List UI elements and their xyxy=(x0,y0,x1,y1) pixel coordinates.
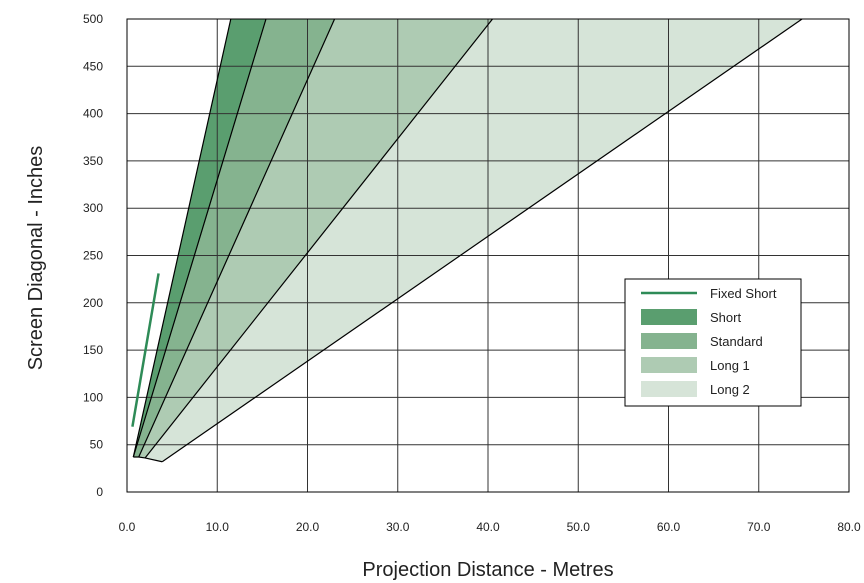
x-tick-label: 40.0 xyxy=(476,520,500,534)
x-tick-label: 20.0 xyxy=(296,520,320,534)
legend: Fixed Short Short Standard Long 1 Long 2 xyxy=(624,278,802,407)
legend-swatch xyxy=(641,357,697,373)
legend-label: Fixed Short xyxy=(710,286,777,301)
y-tick-label: 350 xyxy=(83,154,103,168)
legend-label: Long 2 xyxy=(710,382,750,397)
x-tick-label: 50.0 xyxy=(567,520,591,534)
y-tick-label: 450 xyxy=(83,59,103,73)
area-long-1 xyxy=(138,19,493,458)
x-tick-label: 70.0 xyxy=(747,520,771,534)
legend-label: Short xyxy=(710,310,741,325)
y-tick-label: 250 xyxy=(83,249,103,263)
x-tick-label: 10.0 xyxy=(206,520,230,534)
series-line-fixed-short xyxy=(131,273,160,427)
y-tick-label: 0 xyxy=(96,485,103,499)
y-tick-label: 300 xyxy=(83,201,103,215)
y-tick-label: 50 xyxy=(90,438,104,452)
y-tick-label: 200 xyxy=(83,296,103,310)
boundary-line xyxy=(138,18,336,458)
x-tick-labels: 0.0 10.0 20.0 30.0 40.0 50.0 60.0 70.0 80.0 xyxy=(119,520,861,534)
legend-swatch xyxy=(641,333,697,349)
x-tick-label: 80.0 xyxy=(837,520,861,534)
area-standard xyxy=(133,19,335,457)
y-tick-label: 500 xyxy=(83,12,103,26)
plot-frame xyxy=(126,18,850,493)
x-tick-label: 60.0 xyxy=(657,520,681,534)
x-tick-label: 0.0 xyxy=(119,520,136,534)
boundary-line xyxy=(144,18,493,459)
boundary-line xyxy=(161,18,803,463)
fixed-short-layer xyxy=(131,273,160,427)
y-axis-title: Screen Diagonal - Inches xyxy=(25,146,47,371)
boundary-lines xyxy=(132,18,803,463)
legend-label: Long 1 xyxy=(710,358,750,373)
boundary-line xyxy=(132,18,232,458)
x-axis-title: Projection Distance - Metres xyxy=(362,559,613,581)
legend-swatch xyxy=(641,381,697,397)
y-tick-label: 100 xyxy=(83,390,103,404)
boundary-line xyxy=(132,18,267,458)
fan-base-edge xyxy=(133,456,163,463)
y-tick-label: 150 xyxy=(83,343,103,357)
y-tick-label: 400 xyxy=(83,107,103,121)
x-tick-label: 30.0 xyxy=(386,520,410,534)
area-long-2 xyxy=(145,19,803,462)
y-tick-labels: 0 50 100 150 200 250 300 350 400 450 500 xyxy=(83,12,103,499)
legend-label: Standard xyxy=(710,334,763,349)
legend-swatch xyxy=(641,309,697,325)
